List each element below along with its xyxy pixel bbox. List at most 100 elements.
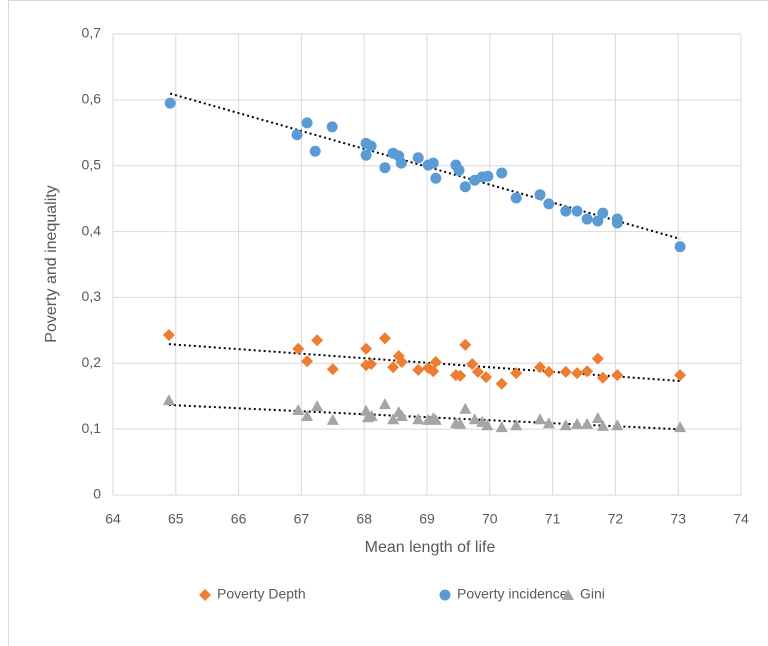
triangle-point xyxy=(591,411,604,423)
circle-point xyxy=(482,170,494,182)
diamond-point xyxy=(427,365,440,378)
diamond-point xyxy=(378,332,391,345)
x-tick-label: 65 xyxy=(168,511,184,527)
triangle-point xyxy=(674,421,687,433)
legend-label: Poverty Depth xyxy=(217,586,306,602)
circle-point xyxy=(360,149,372,161)
circle-point xyxy=(326,121,338,133)
trendline xyxy=(168,403,681,431)
y-tick-label: 0 xyxy=(93,486,101,502)
x-tick-label: 72 xyxy=(608,511,624,527)
x-tick-label: 73 xyxy=(670,511,686,527)
circle-point xyxy=(534,189,546,201)
diamond-point xyxy=(542,365,555,378)
circle-point xyxy=(560,205,572,217)
triangle-point xyxy=(510,419,523,431)
circle-point xyxy=(427,157,439,169)
diamond-point xyxy=(466,357,479,370)
triangle-point xyxy=(596,419,609,431)
x-tick-label: 69 xyxy=(419,511,435,527)
x-tick-label: 64 xyxy=(105,511,121,527)
triangle-point xyxy=(387,413,400,425)
diamond-point xyxy=(387,361,400,374)
legend-label: Gini xyxy=(580,586,605,602)
diamond-point xyxy=(162,328,175,341)
x-tick-label: 68 xyxy=(356,511,372,527)
triangle-point xyxy=(454,417,467,429)
diamond-point xyxy=(596,371,609,384)
diamond-point xyxy=(611,369,624,382)
diamond-point xyxy=(534,361,547,374)
y-tick-label: 0,6 xyxy=(82,91,102,107)
circle-point xyxy=(459,181,471,193)
triangle-point xyxy=(378,398,391,410)
y-axis-label: Poverty and inequality xyxy=(43,185,60,342)
y-tick-label: 0,2 xyxy=(82,354,102,370)
circle-point xyxy=(496,167,508,179)
triangle-point xyxy=(468,413,481,425)
diamond-point xyxy=(471,365,484,378)
triangle-point xyxy=(292,404,305,416)
legend-label: Poverty incidence xyxy=(457,586,568,602)
triangle-point xyxy=(534,413,547,425)
circle-point xyxy=(543,198,555,210)
diamond-point xyxy=(591,352,604,365)
y-tick-label: 0,5 xyxy=(82,156,102,172)
diamond-point xyxy=(395,355,408,368)
diamond-point xyxy=(412,363,425,376)
triangle-point xyxy=(559,419,572,431)
triangle-point xyxy=(365,409,378,421)
triangle-point xyxy=(429,413,442,425)
circle-point xyxy=(571,205,583,217)
circle-point xyxy=(309,145,321,157)
y-tick-label: 0,7 xyxy=(82,25,102,41)
circle-point xyxy=(412,152,424,164)
triangle-point xyxy=(495,421,508,433)
diamond-point xyxy=(311,334,324,347)
diamond-point xyxy=(429,355,442,368)
circle-point xyxy=(365,140,377,152)
triangle-point xyxy=(542,417,555,429)
x-tick-label: 66 xyxy=(231,511,247,527)
circle-point xyxy=(430,172,442,184)
diamond-point xyxy=(480,371,493,384)
y-tick-label: 0,4 xyxy=(82,222,102,238)
triangle-point xyxy=(611,419,624,431)
diamond-point xyxy=(301,355,314,368)
diamond-point xyxy=(510,367,523,380)
diamond-point xyxy=(581,365,594,378)
triangle-point xyxy=(395,409,408,421)
diamond-point xyxy=(571,367,584,380)
x-tick-label: 70 xyxy=(482,511,498,527)
triangle-point xyxy=(162,394,175,406)
circle-point xyxy=(453,164,465,176)
circle-point xyxy=(510,192,522,204)
x-axis-label: Mean length of life xyxy=(365,539,496,556)
chart-frame xyxy=(8,0,768,646)
legend-marker xyxy=(562,589,574,600)
y-tick-label: 0,3 xyxy=(82,288,102,304)
triangle-point xyxy=(311,400,324,412)
trendline xyxy=(168,343,681,383)
legend-marker xyxy=(439,589,451,601)
legend-marker xyxy=(199,589,211,601)
diamond-point xyxy=(365,357,378,370)
x-tick-label: 74 xyxy=(733,511,749,527)
triangle-point xyxy=(412,413,425,425)
circle-point xyxy=(291,129,303,141)
diamond-point xyxy=(495,377,508,390)
circle-point xyxy=(581,213,593,225)
x-tick-label: 71 xyxy=(545,511,561,527)
triangle-point xyxy=(360,404,373,416)
circle-point xyxy=(164,97,176,109)
diamond-point xyxy=(459,338,472,351)
circle-point xyxy=(597,207,609,219)
diamond-point xyxy=(559,365,572,378)
circle-point xyxy=(301,117,313,129)
circle-point xyxy=(395,157,407,169)
triangle-point xyxy=(581,417,594,429)
triangle-point xyxy=(571,417,584,429)
triangle-point xyxy=(326,413,339,425)
diamond-point xyxy=(674,369,687,382)
